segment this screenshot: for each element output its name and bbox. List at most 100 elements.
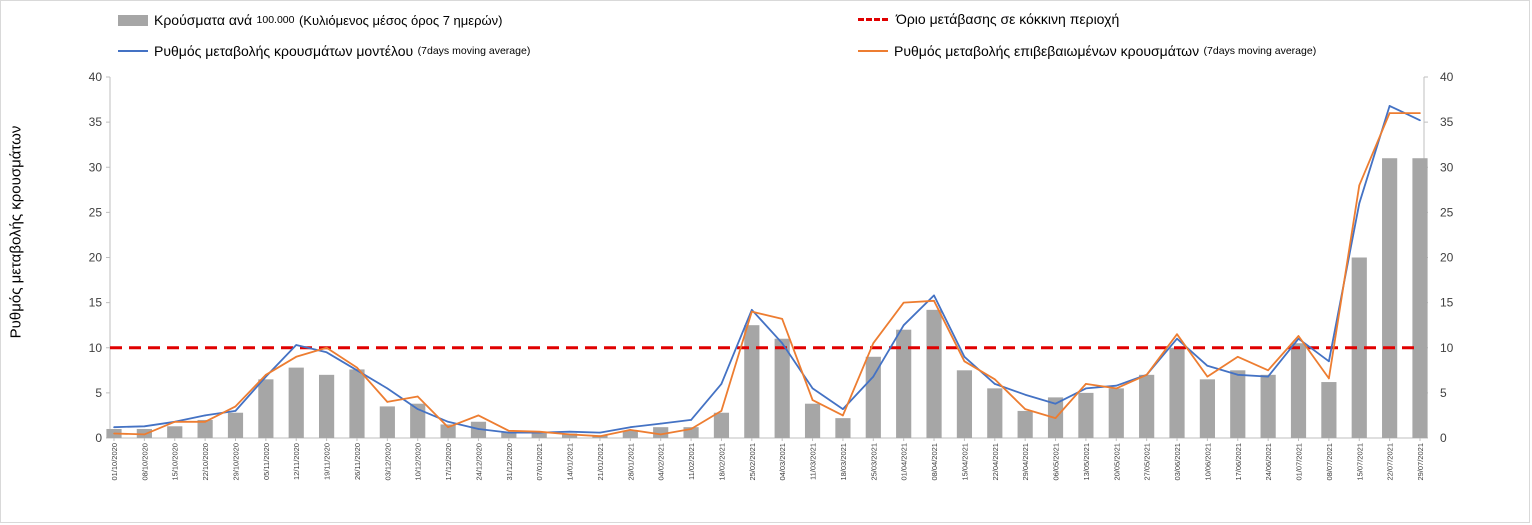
x-tick-label: 03/06/2021 (1173, 443, 1182, 481)
y-tick-label-right: 5 (1440, 386, 1447, 400)
confirmed-line-point (325, 346, 328, 349)
bar (956, 370, 973, 438)
legend-threshold: Όριο μετάβασης σε κόκκινη περιοχή (858, 11, 1119, 27)
bar (561, 433, 578, 438)
confirmed-line-point (1024, 408, 1026, 410)
model-line-point (1085, 387, 1087, 390)
confirmed-line-point (416, 395, 419, 398)
model-line-point (659, 422, 662, 425)
legend-bars-swatch (118, 14, 148, 26)
confirmed-line-point (751, 310, 753, 313)
model-line-point (993, 383, 996, 385)
bar (167, 426, 183, 438)
bar (1169, 347, 1185, 438)
y-tick-label-right: 25 (1440, 205, 1454, 219)
confirmed-line-point (629, 429, 632, 431)
model-line-point (234, 410, 237, 412)
confirmed-line-point (1206, 375, 1209, 378)
model-line-point (751, 309, 753, 311)
confirmed-line-point (538, 430, 541, 433)
legend-confirmed-small: (7days moving average) (1203, 45, 1317, 57)
bar (197, 419, 213, 438)
confirmed-line-point (1388, 112, 1391, 114)
x-tick-label: 08/10/2020 (140, 443, 149, 481)
confirmed-line-point (902, 301, 905, 304)
model-line-point (143, 425, 146, 428)
y-tick-label-left: 20 (89, 251, 103, 265)
y-tick-label-left: 10 (89, 341, 103, 355)
model-line-point (872, 375, 875, 378)
model-line-point (811, 387, 814, 390)
x-tick-label: 08/04/2021 (930, 443, 939, 481)
x-tick-label: 28/01/2021 (626, 443, 635, 481)
model-line-point (568, 430, 571, 433)
model-line-point (599, 431, 601, 434)
y-tick-label-right: 0 (1440, 431, 1447, 445)
bar (926, 309, 942, 438)
x-tick-label: 18/02/2021 (717, 443, 726, 481)
bar (1139, 374, 1155, 438)
x-tick-label: 03/12/2020 (383, 443, 392, 481)
confirmed-line (113, 112, 1420, 438)
bar (865, 356, 881, 438)
x-tick-label: 29/10/2020 (231, 443, 240, 481)
model-line-point (447, 420, 449, 423)
confirmed-line-point (842, 414, 844, 417)
model-line-point (508, 431, 510, 434)
x-tick-label: 17/06/2021 (1234, 443, 1243, 481)
confirmed-line-point (933, 300, 935, 302)
confirmed-line-point (690, 428, 692, 430)
y-tick-label-left: 40 (89, 70, 103, 84)
model-line-point (842, 408, 844, 410)
bar (683, 427, 699, 438)
x-tick-label: 22/07/2021 (1386, 443, 1395, 481)
legend-model-label: Ρυθμός μεταβολής κρουσμάτων μοντέλου (154, 43, 414, 59)
bar (744, 325, 760, 438)
x-tick-label: 13/05/2021 (1082, 443, 1091, 481)
confirmed-line-point (447, 426, 449, 428)
x-tick-label: 24/06/2021 (1264, 443, 1273, 481)
x-tick-label: 01/07/2021 (1295, 443, 1304, 481)
confirmed-line-point (234, 405, 237, 408)
x-tick-label: 19/11/2020 (323, 443, 332, 480)
confirmed-line-point (508, 429, 510, 432)
x-tick-label: 08/07/2021 (1325, 443, 1334, 481)
x-tick-label: 07/01/2021 (535, 443, 544, 481)
x-tick-label: 05/11/2020 (262, 443, 271, 480)
model-line-point (1297, 337, 1300, 340)
confirmed-line-point (265, 374, 267, 376)
bar (1260, 374, 1276, 438)
legend-confirmed-swatch (858, 50, 888, 52)
x-tick-label: 24/12/2020 (474, 443, 483, 481)
confirmed-line-point (1085, 383, 1087, 385)
bar (501, 432, 517, 438)
x-tick-label: 21/01/2021 (596, 443, 605, 481)
bar (1321, 382, 1337, 438)
confirmed-line-point (1297, 335, 1300, 337)
x-tick-label: 26/11/2020 (353, 443, 362, 480)
y-tick-label-right: 20 (1440, 251, 1454, 265)
bar (774, 338, 790, 438)
y-tick-label-right: 30 (1440, 160, 1454, 174)
x-tick-label: 25/03/2021 (869, 443, 878, 481)
x-tick-label: 29/07/2021 (1416, 443, 1425, 481)
confirmed-line-point (993, 378, 996, 381)
bar (835, 418, 851, 438)
x-tick-label: 04/03/2021 (778, 443, 787, 481)
model-line (113, 105, 1421, 434)
model-line-point (1328, 360, 1330, 363)
model-line-point (477, 428, 480, 430)
confirmed-line-point (1419, 112, 1421, 114)
y-tick-label-left: 25 (89, 205, 103, 219)
legend-confirmed-label: Ρυθμός μεταβολής επιβεβαιωμένων κρουσμάτ… (894, 43, 1200, 59)
y-tick-label-right: 35 (1440, 115, 1454, 129)
confirmed-line-point (1115, 387, 1118, 390)
bar (410, 403, 426, 438)
model-line-point (690, 419, 692, 421)
x-tick-label: 06/05/2021 (1052, 443, 1061, 481)
bar (713, 412, 730, 438)
x-tick-label: 11/02/2021 (687, 443, 696, 480)
confirmed-line-point (1358, 184, 1361, 187)
model-line-point (781, 342, 783, 345)
bar (1108, 388, 1124, 438)
